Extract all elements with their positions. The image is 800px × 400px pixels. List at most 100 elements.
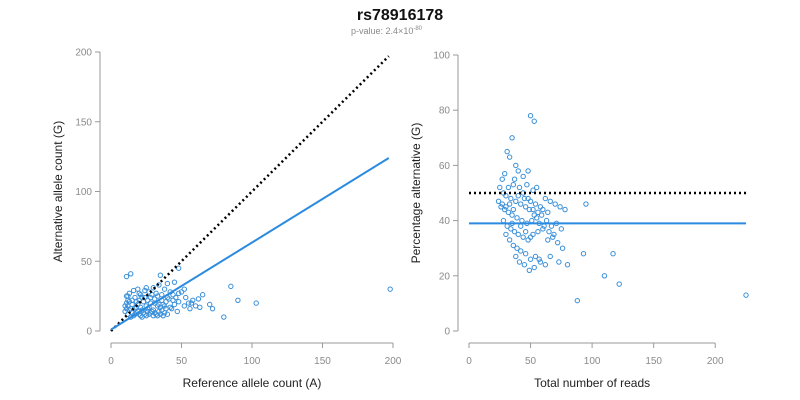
right-data-point	[610, 251, 616, 257]
left-data-point	[253, 300, 259, 306]
left-x-tick-label: 50	[176, 356, 188, 367]
right-data-point	[527, 198, 534, 204]
right-data-point	[564, 262, 571, 268]
left-data-point	[175, 265, 182, 271]
right-data-point	[529, 217, 535, 224]
right-data-point	[516, 184, 523, 191]
right-data-point	[495, 198, 502, 204]
right-data-point	[502, 206, 508, 213]
left-data-point	[181, 286, 188, 292]
right-data-point	[532, 201, 539, 207]
right-data-point	[531, 212, 537, 218]
left-data-point	[170, 292, 176, 298]
subtitle-prefix: p-value: 2.4×10	[351, 26, 413, 36]
right-data-point	[534, 215, 540, 221]
left-data-point	[173, 294, 179, 301]
right-x-tick-label: 200	[707, 356, 724, 367]
right-data-point	[540, 206, 546, 213]
right-data-point	[542, 262, 549, 268]
right-data-point	[552, 201, 558, 207]
left-data-point	[174, 308, 180, 315]
right-data-point	[574, 297, 581, 304]
right-data-point	[500, 217, 507, 224]
right-data-point	[499, 176, 505, 182]
right-data-point	[525, 168, 531, 174]
left-data-point	[126, 299, 133, 305]
right-data-point	[503, 204, 509, 210]
right-data-point	[513, 198, 519, 204]
right-data-point	[510, 206, 517, 213]
left-data-point	[183, 294, 189, 301]
right-data-point	[547, 253, 553, 260]
right-data-point	[583, 201, 589, 207]
left-x-tick-label: 0	[108, 356, 114, 367]
right-data-point	[537, 204, 544, 210]
right-y-tick-label: 20	[439, 271, 451, 282]
right-data-point	[522, 204, 529, 210]
left-fit-line	[110, 157, 390, 331]
right-data-point	[525, 237, 531, 243]
right-data-point	[526, 206, 533, 213]
right-y-tick-label: 60	[439, 161, 451, 172]
right-data-point	[515, 193, 521, 199]
left-data-point	[154, 312, 161, 319]
right-data-point	[522, 251, 529, 257]
right-data-point	[537, 259, 544, 265]
left-data-point	[142, 287, 148, 294]
left-data-point	[228, 283, 234, 290]
right-data-point	[505, 209, 512, 216]
left-data-point	[187, 305, 193, 312]
left-data-point	[387, 286, 393, 292]
right-data-point	[546, 228, 552, 235]
left-data-point	[152, 310, 158, 316]
right-data-point	[521, 195, 528, 202]
right-data-point	[538, 212, 545, 218]
left-reference-line	[110, 55, 390, 332]
left-data-point	[221, 314, 227, 320]
left-data-point	[167, 304, 173, 310]
right-data-point	[509, 135, 515, 141]
left-data-point	[126, 290, 133, 297]
left-scatter-plot: 0 50 100 150 200 0 50 100 150 200 Reference allele…	[51, 48, 402, 391]
right-data-point	[580, 251, 587, 257]
left-data-point	[199, 292, 206, 298]
right-data-point	[535, 228, 541, 235]
left-data-point	[190, 297, 196, 304]
left-data-point	[128, 271, 134, 277]
left-data-point	[207, 301, 213, 308]
right-data-point	[520, 173, 526, 180]
left-data-point	[153, 290, 159, 297]
left-x-tick-label: 150	[314, 356, 331, 367]
right-data-point	[535, 209, 541, 216]
right-data-point	[518, 223, 524, 229]
right-data-point	[514, 245, 520, 251]
left-data-point	[156, 301, 162, 308]
left-data-point	[157, 272, 164, 278]
right-data-point	[506, 201, 513, 207]
right-data-point	[532, 253, 539, 260]
left-data-point	[157, 311, 164, 317]
right-data-point	[530, 206, 536, 213]
right-data-point	[534, 184, 540, 191]
left-data-point	[125, 293, 131, 299]
right-data-point	[511, 176, 518, 182]
left-y-tick-label: 100	[75, 187, 92, 198]
left-y-axis-title: Alternative allele count (G)	[51, 121, 65, 262]
left-data-point	[123, 305, 130, 312]
left-y-tick-label: 0	[86, 327, 92, 338]
right-x-tick-label: 150	[645, 356, 662, 367]
right-data-point	[513, 253, 519, 260]
left-x-tick-label: 100	[244, 356, 261, 367]
left-data-point	[137, 292, 144, 298]
left-data-point	[123, 300, 130, 306]
right-data-point	[558, 226, 565, 232]
right-data-point	[527, 113, 534, 119]
left-data-point	[132, 294, 138, 301]
right-data-point	[536, 256, 542, 262]
right-data-point	[525, 195, 531, 202]
left-y-tick-label: 50	[81, 257, 93, 268]
left-data-point	[150, 307, 157, 313]
left-data-point	[164, 280, 171, 287]
left-data-point	[146, 311, 152, 317]
